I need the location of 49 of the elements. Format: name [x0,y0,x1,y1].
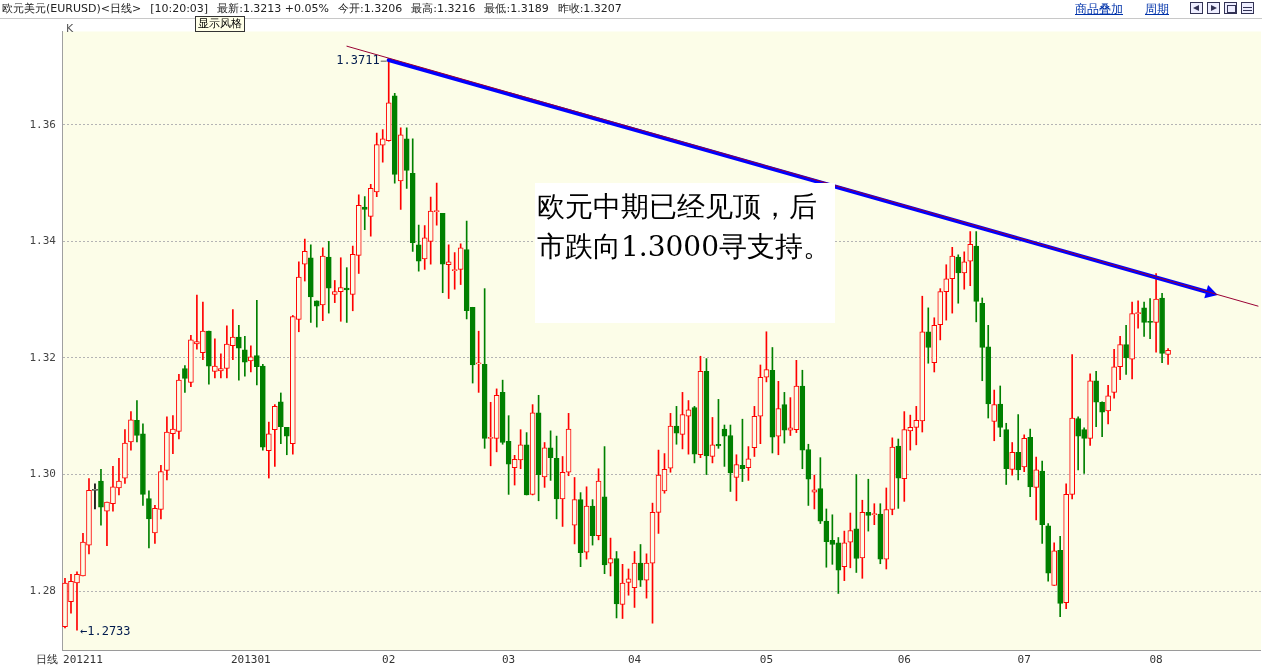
annotation: 1.3711 [336,53,380,68]
candlestick [212,338,218,379]
candlestick [331,280,338,303]
x-tick-label: 201301 [230,653,271,667]
candlestick [92,483,98,510]
y-tick-label: 1.30 [29,467,56,481]
candlestick [218,353,224,379]
text: 最高:1.3216 [411,2,476,15]
text: 今开:1.3206 [338,2,403,15]
x-tick-label: 07 [1017,653,1031,667]
text: 显示风格 [195,16,245,32]
candlestick [74,571,80,631]
text: 商品叠加 [1075,1,1123,18]
x-tick-label: 06 [897,653,911,667]
y-tick-label: 1.32 [29,350,56,364]
text: [10:20:03] [150,2,209,15]
annotation: K [66,22,74,35]
candlestick [865,478,872,532]
y-tick-label: 1.36 [29,117,56,131]
candlestick [871,503,878,526]
chart-title: 欧元美元(EURUSD)<日线> [2,2,142,15]
candlestick [248,345,254,373]
candlestick [943,264,950,321]
candlestick [170,415,176,454]
text: 最新:1.3213 +0.05% [217,2,330,15]
y-tick-label: 1.34 [29,234,57,248]
annotation: ←1.2733 [79,624,131,639]
y-tick-label: 1.28 [29,583,56,597]
text: 日线 [36,652,58,667]
x-tick-label: 03 [502,653,516,667]
candlestick [1081,427,1087,474]
candlestick [236,325,242,381]
x-tick-label: 02 [382,653,396,667]
x-tick-label: 05 [759,653,774,667]
candlestick [230,309,236,361]
annotation: 欧元中期已经见顶，后市跌向1.3000寻支持。 [535,183,835,323]
candlestick [116,457,122,496]
candlestick [104,501,110,546]
text: 最低:1.3189 [484,2,549,15]
candlestick [1135,300,1141,329]
text: 昨收:1.3207 [557,2,622,15]
x-tick-label: 04 [627,653,642,667]
x-tick-label: 201211 [63,653,103,667]
candlestick [194,294,200,350]
candlestick [337,257,344,322]
candlestick [361,196,368,231]
candlestick [445,244,452,299]
text: 周期 [1145,1,1169,18]
x-tick-label: 08 [1149,653,1163,667]
